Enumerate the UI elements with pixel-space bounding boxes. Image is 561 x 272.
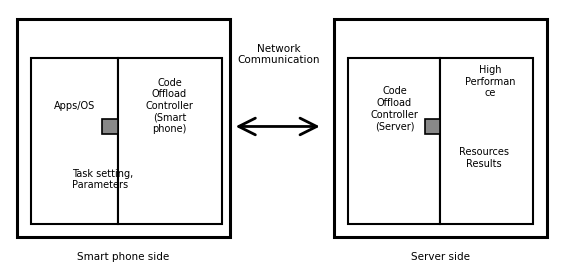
- Text: Task setting,
Parameters: Task setting, Parameters: [72, 169, 133, 190]
- Bar: [17, 19, 230, 237]
- Bar: [425, 119, 440, 134]
- Bar: [334, 19, 547, 237]
- Text: Apps/OS: Apps/OS: [53, 101, 95, 111]
- Text: Code
Offload
Controller
(Smart
phone): Code Offload Controller (Smart phone): [145, 78, 194, 134]
- Text: Code
Offload
Controller
(Server): Code Offload Controller (Server): [370, 86, 419, 131]
- Text: Smart phone side: Smart phone side: [77, 252, 169, 262]
- Bar: [348, 58, 440, 224]
- Text: Network
Communication: Network Communication: [237, 44, 320, 65]
- Bar: [31, 58, 118, 224]
- Bar: [118, 58, 222, 224]
- Text: Resources
Results: Resources Results: [459, 147, 509, 169]
- Text: Server side: Server side: [411, 252, 470, 262]
- Bar: [440, 58, 533, 224]
- Bar: [102, 119, 118, 134]
- Text: High
Performan
ce: High Performan ce: [465, 65, 515, 98]
